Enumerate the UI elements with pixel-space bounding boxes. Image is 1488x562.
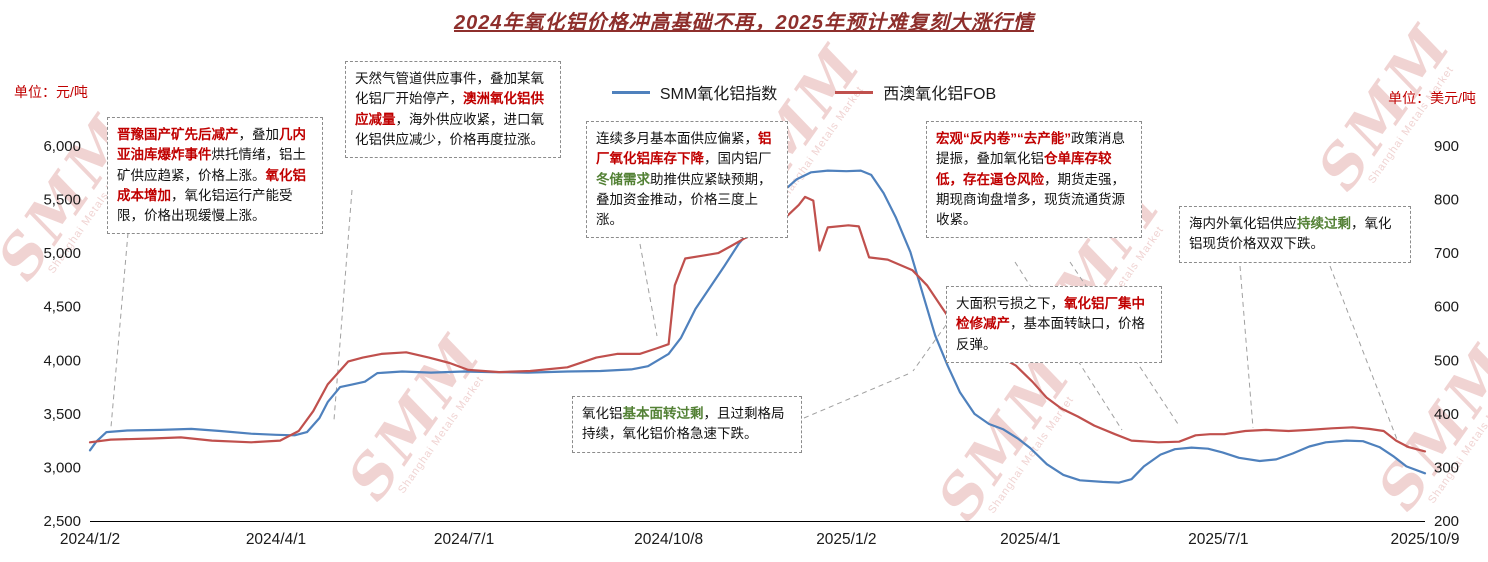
annotation-text-segment: ，氧化铝现货价格双双下跌。	[1189, 216, 1392, 252]
right-axis-tick-label: 500	[1434, 352, 1459, 369]
annotation-turn-to-surplus-crash: 氧化铝基本面转过剩，且过剩格局持续，氧化铝价格急速下跌。	[572, 396, 802, 453]
right-axis-tick-label: 300	[1434, 459, 1459, 476]
annotation-persistent-surplus: 海内外氧化铝供应持续过剩，氧化铝现货价格双双下跌。	[1179, 206, 1411, 263]
annotation-text-segment: 澳洲氧化铝供应减量	[355, 91, 544, 127]
annotation-text-segment: 铝厂氧化铝库存下降	[596, 131, 772, 167]
annotation-leader-line	[639, 243, 658, 337]
left-axis-tick-label: 2,500	[43, 513, 81, 530]
annotation-text-segment: 持续过剩	[1297, 216, 1351, 231]
annotation-text-segment: ，海外供应收紧，进口氧化铝供应减少，价格再度拉涨。	[355, 111, 544, 147]
annotation-leader-line	[1069, 261, 1179, 425]
annotation-leader-line	[1239, 265, 1254, 429]
right-axis-tick-label: 900	[1434, 138, 1459, 155]
annotation-text-segment: 宏观“反内卷”“去产能”	[936, 131, 1071, 146]
left-axis-tick-label: 6,000	[43, 138, 81, 155]
annotation-text-segment: 助推供应紧缺预期，叠加资金推动，价格三度上涨。	[596, 171, 772, 228]
annotation-text-segment: 基本面转过剩	[622, 406, 704, 421]
annotation-text-segment: 连续多月基本面供应偏紧，	[596, 131, 758, 146]
legend-line-swatch	[835, 90, 874, 94]
annotation-text-segment: ，国内铝厂	[704, 151, 772, 167]
series-line-smm-index	[88, 169, 1427, 484]
annotation-loss-driven-maintenance: 大面积亏损之下，氧化铝厂集中检修减产，基本面转缺口，价格反弹。	[946, 286, 1162, 363]
x-axis-tick-label: 2024/10/8	[634, 531, 703, 548]
annotation-leader-line	[333, 189, 353, 421]
annotation-text-segment: 政策消息提振，叠加氧化铝	[936, 131, 1125, 167]
legend-item-fob: 西澳氧化铝FOB	[835, 80, 996, 104]
annotation-text-segment: ，期货走强，期现商询盘增多，现货流通货源收紧。	[936, 171, 1125, 228]
left-axis-tick-label: 3,500	[43, 406, 81, 423]
annotation-text-segment: 天然气管道供应事件，叠加某氧化铝厂开始停产，	[355, 71, 544, 107]
legend: SMM氧化铝指数 西澳氧化铝FOB	[60, 80, 1488, 104]
chart-title: 2024年氧化铝价格冲高基础不再，2025年预计难复刻大涨行情	[454, 12, 1034, 34]
right-axis-tick-label: 600	[1434, 299, 1459, 316]
right-axis-unit-label: 单位：美元/吨	[1388, 90, 1476, 106]
annotation-text-segment: 烘托情绪，铝土矿供应趋紧，价格上涨。	[117, 147, 306, 183]
right-axis-tick-label: 700	[1434, 245, 1459, 262]
x-axis-tick-label: 2025/10/9	[1391, 531, 1460, 548]
annotation-leader-line	[110, 232, 129, 428]
annotation-text-segment: ，叠加	[238, 127, 280, 142]
x-axis-tick-label: 2025/1/2	[816, 531, 876, 548]
x-axis-tick-label: 2025/4/1	[1000, 531, 1060, 548]
series-line-fob	[88, 195, 1427, 453]
left-axis-tick-label: 5,500	[43, 192, 81, 209]
x-axis-tick-label: 2024/4/1	[246, 531, 306, 548]
legend-item-smm-index: SMM氧化铝指数	[611, 80, 778, 104]
left-axis-tick-label: 4,500	[43, 299, 81, 316]
left-axis-unit-label: 单位：元/吨	[14, 84, 88, 100]
annotation-leader-line	[803, 373, 909, 419]
annotation-text-segment: 海内外氧化铝供应	[1189, 216, 1297, 231]
annotation-text-segment: 几内亚油库爆炸事件	[117, 127, 306, 163]
right-axis-tick-label: 200	[1434, 513, 1459, 530]
left-axis-tick-label: 5,000	[43, 245, 81, 262]
x-axis-tick-label: 2024/1/2	[60, 531, 120, 548]
annotation-text-segment: 晋豫国产矿先后减产	[117, 127, 239, 142]
left-axis-tick-label: 3,000	[43, 459, 81, 476]
annotation-text-segment: 氧化铝厂集中检修减产	[956, 296, 1145, 332]
legend-label: 西澳氧化铝FOB	[883, 86, 997, 103]
x-axis-tick-label: 2024/7/1	[434, 531, 494, 548]
legend-line-swatch	[611, 90, 650, 94]
annotation-text-segment: 仓单库存较低，存在逼仓风险	[936, 151, 1112, 187]
left-axis-tick-label: 4,000	[43, 352, 81, 369]
annotation-text-segment: ，氧化铝运行产能受限，价格出现缓慢上涨。	[117, 187, 293, 223]
annotation-leader-line	[1329, 265, 1399, 443]
annotation-macro-anti-involution: 宏观“反内卷”“去产能”政策消息提振，叠加氧化铝仓单库存较低，存在逼仓风险，期货…	[926, 121, 1142, 239]
annotation-leader-line	[912, 324, 947, 372]
annotation-text-segment: ，基本面转缺口，价格反弹。	[956, 316, 1145, 352]
annotation-text-segment: ，且过剩格局持续，氧化铝价格急速下跌。	[582, 406, 785, 442]
right-axis-tick-label: 800	[1434, 192, 1459, 209]
annotation-text-segment: 冬储需求	[596, 171, 650, 187]
annotation-text-segment: 氧化铝成本增加	[117, 167, 306, 203]
annotation-text-segment: 氧化铝	[582, 406, 623, 421]
legend-label: SMM氧化铝指数	[659, 86, 778, 103]
annotation-gas-pipeline-event: 天然气管道供应事件，叠加某氧化铝厂开始停产，澳洲氧化铝供应减量，海外供应收紧，进…	[345, 61, 561, 158]
annotation-tight-supply-third-rally: 连续多月基本面供应偏紧，铝厂氧化铝库存下降，国内铝厂冬储需求助推供应紧缺预期，叠…	[586, 121, 788, 239]
right-axis-tick-label: 400	[1434, 406, 1459, 423]
annotation-domestic-mine-cuts: 晋豫国产矿先后减产，叠加几内亚油库爆炸事件烘托情绪，铝土矿供应趋紧，价格上涨。氧…	[107, 117, 323, 235]
x-axis-tick-label: 2025/7/1	[1188, 531, 1248, 548]
annotation-text-segment: 大面积亏损之下，	[956, 296, 1064, 311]
